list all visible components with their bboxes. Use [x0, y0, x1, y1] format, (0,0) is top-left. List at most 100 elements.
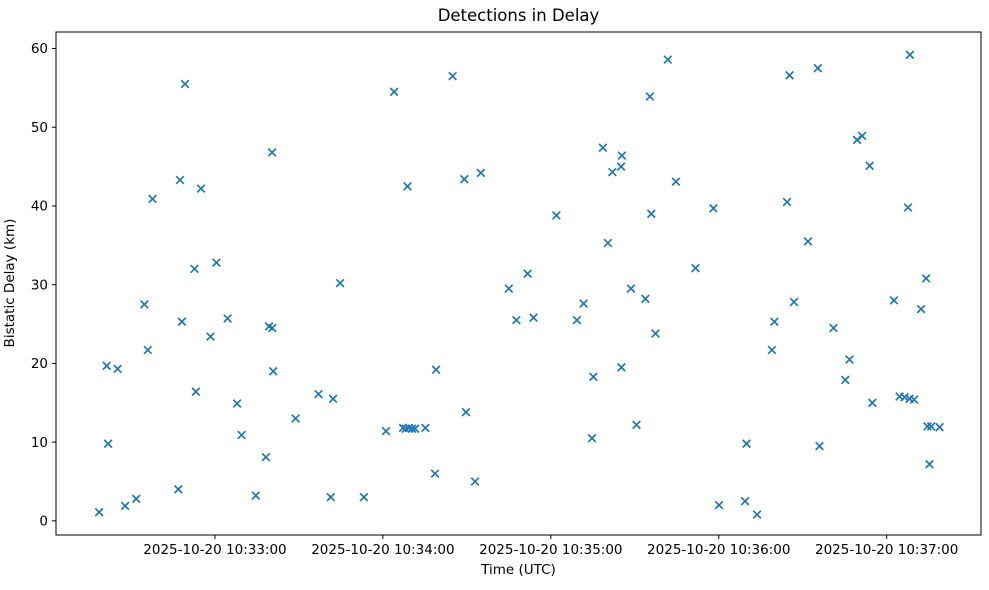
scatter-point	[381, 426, 391, 436]
scatter-point	[335, 278, 345, 288]
scatter-point	[742, 439, 751, 449]
scatter-point	[785, 70, 795, 80]
scatter-point	[403, 181, 412, 191]
scatter-point	[572, 315, 582, 325]
scatter-point	[632, 420, 641, 430]
scatter-point	[191, 387, 201, 397]
scatter-point	[815, 441, 824, 451]
x-tick-label: 2025-10-20 10:36:00	[647, 542, 790, 558]
scatter-point	[829, 323, 838, 333]
scatter-point	[905, 50, 915, 60]
scatter-point	[909, 395, 919, 405]
axes-spines	[55, 31, 982, 536]
scatter-point	[617, 151, 627, 161]
scatter-point	[268, 366, 278, 376]
scatter-point	[767, 345, 777, 355]
scatter-point	[865, 161, 875, 171]
scatter-point	[261, 452, 271, 462]
scatter-point	[607, 167, 617, 177]
scatter-point	[925, 459, 934, 469]
scatter-point	[180, 79, 190, 89]
y-tick-label: 40	[31, 199, 48, 215]
scatter-point	[431, 365, 441, 375]
scatter-point	[740, 496, 750, 506]
scatter-point	[94, 507, 104, 517]
scatter-point	[923, 421, 932, 431]
scatter-point	[175, 175, 185, 185]
scatter-point	[889, 295, 899, 305]
scatter-point	[177, 317, 187, 327]
scatter-point	[237, 430, 247, 440]
scatter-point	[714, 500, 724, 510]
scatter-point	[663, 55, 673, 65]
scatter-point	[645, 92, 655, 101]
scatter-point	[803, 236, 813, 246]
scatter-point	[211, 258, 221, 268]
scatter-point	[926, 421, 936, 431]
scatter-point	[420, 423, 430, 433]
scatter-point	[476, 168, 486, 178]
scatter-point	[407, 424, 417, 434]
scatter-point	[291, 414, 301, 423]
y-tick-label: 20	[31, 356, 48, 372]
scatter-point	[598, 143, 608, 153]
scatter-point	[857, 131, 867, 141]
scatter-point	[206, 332, 215, 342]
scatter-point	[120, 501, 130, 511]
scatter-point	[328, 394, 338, 404]
scatter-point	[504, 284, 514, 294]
scatter-point	[671, 177, 681, 187]
scatter-point	[410, 424, 420, 434]
scatter-point	[143, 345, 153, 355]
scatter-point	[640, 294, 650, 304]
scatter-point	[789, 297, 799, 307]
scatter-point	[190, 264, 199, 274]
x-axis-label: Time (UTC)	[481, 562, 556, 578]
scatter-point	[173, 484, 183, 494]
scatter-point	[448, 71, 458, 81]
scatter-point	[708, 203, 718, 213]
scatter-point	[529, 313, 538, 323]
scatter-point	[916, 304, 926, 314]
scatter-point	[813, 63, 823, 73]
scatter-point	[103, 439, 113, 449]
x-tick-label: 2025-10-20 10:37:00	[815, 542, 958, 558]
scatter-point	[921, 273, 931, 283]
scatter-point	[551, 210, 561, 220]
scatter-point	[603, 238, 613, 248]
scatter-point	[616, 362, 626, 372]
scatter-point	[626, 284, 636, 294]
scatter-point	[461, 407, 471, 417]
scatter-point	[251, 491, 261, 501]
scatter-point	[359, 492, 369, 502]
scatter-point	[196, 184, 206, 194]
scatter-point	[845, 355, 854, 364]
scatter-point	[232, 399, 242, 408]
scatter-point	[903, 203, 913, 212]
y-tick-label: 0	[39, 514, 48, 530]
scatter-point	[326, 492, 336, 502]
x-tick-label: 2025-10-20 10:33:00	[143, 542, 286, 558]
scatter-point	[646, 209, 656, 219]
scatter-point	[691, 263, 700, 273]
scatter-point	[616, 162, 626, 172]
scatter-point	[511, 315, 521, 325]
scatter-point	[267, 323, 277, 333]
scatter-point	[459, 174, 469, 184]
y-tick-label: 10	[31, 435, 48, 451]
scatter-point	[900, 392, 910, 402]
chart-title: Detections in Delay	[437, 6, 600, 25]
y-tick-label: 50	[31, 120, 48, 136]
scatter-point	[523, 269, 533, 279]
scatter-point	[651, 329, 660, 338]
scatter-point	[470, 477, 480, 486]
scatter-point	[867, 398, 877, 408]
scatter-point	[840, 375, 850, 385]
scatter-point	[148, 194, 158, 204]
scatter-point	[769, 317, 779, 327]
scatter-point	[782, 197, 792, 207]
scatter-point	[389, 87, 399, 97]
scatter-point	[113, 364, 123, 374]
